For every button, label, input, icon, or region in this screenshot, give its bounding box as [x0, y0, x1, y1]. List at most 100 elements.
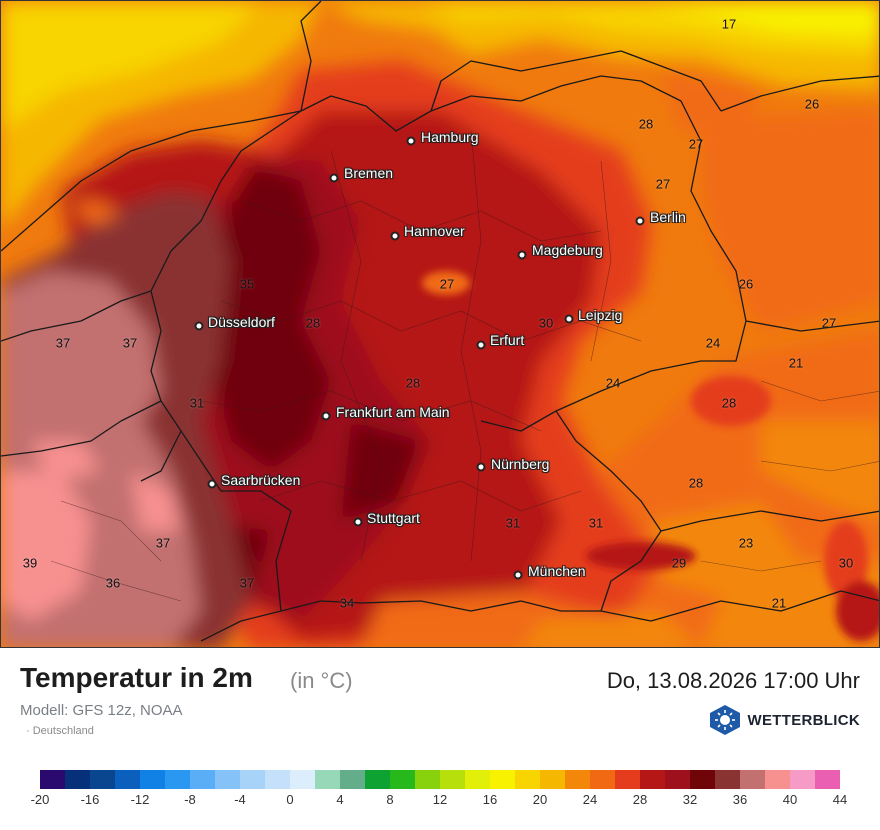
city-label-erfurt: Erfurt — [490, 332, 525, 348]
color-scale-segment — [590, 770, 615, 789]
temp-label: 24 — [605, 375, 621, 391]
temp-label: 37 — [155, 535, 171, 551]
city-dot-nuernberg — [476, 462, 486, 472]
color-scale-segment — [815, 770, 840, 789]
brand-name: WETTERBLICK — [747, 711, 860, 729]
temp-label: 36 — [105, 575, 121, 591]
temp-label: 37 — [239, 575, 255, 591]
color-scale-segment — [215, 770, 240, 789]
temp-label: 27 — [821, 315, 837, 331]
region-label: · Deutschland — [26, 725, 94, 737]
color-scale-segment — [165, 770, 190, 789]
city-label-duesseldorf: Düsseldorf — [208, 314, 275, 330]
temp-label: 34 — [339, 595, 355, 611]
color-scale-segment — [490, 770, 515, 789]
forecast-datetime: Do, 13.08.2026 17:00 Uhr — [606, 668, 860, 693]
wetterblick-logo-icon — [709, 705, 740, 735]
map-footer: Temperatur in 2m (in °C) Do, 13.08.2026 … — [0, 648, 880, 830]
temp-label: 24 — [705, 335, 721, 351]
color-scale-segment — [90, 770, 115, 789]
city-label-leipzig: Leipzig — [578, 307, 623, 323]
color-scale-segment — [65, 770, 90, 789]
color-scale-segment — [640, 770, 665, 789]
color-scale-tick: 8 — [386, 792, 394, 807]
city-dot-hamburg — [406, 136, 416, 146]
temp-label: 29 — [671, 555, 687, 571]
color-scale-segment — [315, 770, 340, 789]
color-scale-segment — [790, 770, 815, 789]
color-scale-tick: -16 — [80, 792, 100, 807]
temp-label: 30 — [538, 315, 554, 331]
city-dot-saarbruecken — [207, 479, 217, 489]
temp-label: 26 — [738, 276, 754, 292]
color-scale-segment — [290, 770, 315, 789]
color-scale-segment — [465, 770, 490, 789]
color-scale-segment — [765, 770, 790, 789]
temp-label: 31 — [505, 515, 521, 531]
color-scale-tick: -8 — [184, 792, 196, 807]
color-scale-segment — [265, 770, 290, 789]
color-scale-segment — [240, 770, 265, 789]
temp-label: 27 — [655, 176, 671, 192]
unit-label: (in °C) — [290, 668, 353, 693]
color-scale-tick: 16 — [482, 792, 498, 807]
city-dot-magdeburg — [517, 250, 527, 260]
temp-label: 28 — [405, 375, 421, 391]
temp-label: 31 — [189, 395, 205, 411]
city-dot-frankfurt — [321, 411, 331, 421]
color-scale-tick: 0 — [286, 792, 294, 807]
temp-label: 21 — [788, 355, 804, 371]
city-label-hamburg: Hamburg — [421, 129, 479, 145]
city-dot-duesseldorf — [194, 321, 204, 331]
temp-label: 35 — [239, 276, 255, 292]
model-info: Modell: GFS 12z, NOAA — [20, 702, 183, 719]
temp-label: 37 — [122, 335, 138, 351]
color-scale-segment — [115, 770, 140, 789]
color-scale-tick: 12 — [432, 792, 448, 807]
color-scale-segment — [415, 770, 440, 789]
color-scale-segment — [515, 770, 540, 789]
city-label-saarbruecken: Saarbrücken — [221, 472, 301, 488]
color-scale-tick: 36 — [732, 792, 748, 807]
temp-label: 28 — [688, 475, 704, 491]
city-label-bremen: Bremen — [344, 165, 394, 181]
color-scale-segment — [390, 770, 415, 789]
color-scale-segment — [190, 770, 215, 789]
temp-label: 23 — [738, 535, 754, 551]
temp-label: 28 — [638, 116, 654, 132]
color-scale-tick: 24 — [582, 792, 598, 807]
city-dot-hannover — [390, 231, 400, 241]
color-scale-ticks: -20 -16 -12 -8 -4 0 4 8 12 16 20 24 28 32 36 40 44 — [31, 792, 848, 810]
city-dot-muenchen — [513, 570, 523, 580]
temp-label: 28 — [305, 315, 321, 331]
color-scale-tick: -20 — [30, 792, 50, 807]
color-scale-segment — [665, 770, 690, 789]
temp-label: 21 — [771, 595, 787, 611]
color-scale-segment — [690, 770, 715, 789]
color-scale-tick: -4 — [234, 792, 246, 807]
temp-label: 17 — [721, 16, 737, 32]
color-scale-tick: 32 — [682, 792, 698, 807]
city-label-stuttgart: Stuttgart — [367, 510, 420, 526]
color-scale-tick: 4 — [336, 792, 344, 807]
city-label-berlin: Berlin — [650, 209, 686, 225]
color-scale-segment — [565, 770, 590, 789]
city-label-nuernberg: Nürnberg — [491, 456, 550, 472]
city-dot-erfurt — [476, 340, 486, 350]
page-title: Temperatur in 2m — [20, 662, 253, 693]
temp-label: 26 — [804, 96, 820, 112]
temp-label: 27 — [688, 136, 704, 152]
city-dot-leipzig — [564, 314, 574, 324]
color-scale-tick: 20 — [532, 792, 548, 807]
color-scale-segment — [440, 770, 465, 789]
temp-label: 30 — [838, 555, 854, 571]
temp-label: 37 — [55, 335, 71, 351]
city-label-magdeburg: Magdeburg — [532, 242, 603, 258]
color-scale-segment — [715, 770, 740, 789]
temp-label: 39 — [22, 555, 38, 571]
city-label-hannover: Hannover — [404, 223, 465, 239]
city-dot-stuttgart — [353, 517, 363, 527]
temp-label: 28 — [721, 395, 737, 411]
color-scale — [40, 770, 840, 789]
temperature-field — [1, 1, 879, 647]
